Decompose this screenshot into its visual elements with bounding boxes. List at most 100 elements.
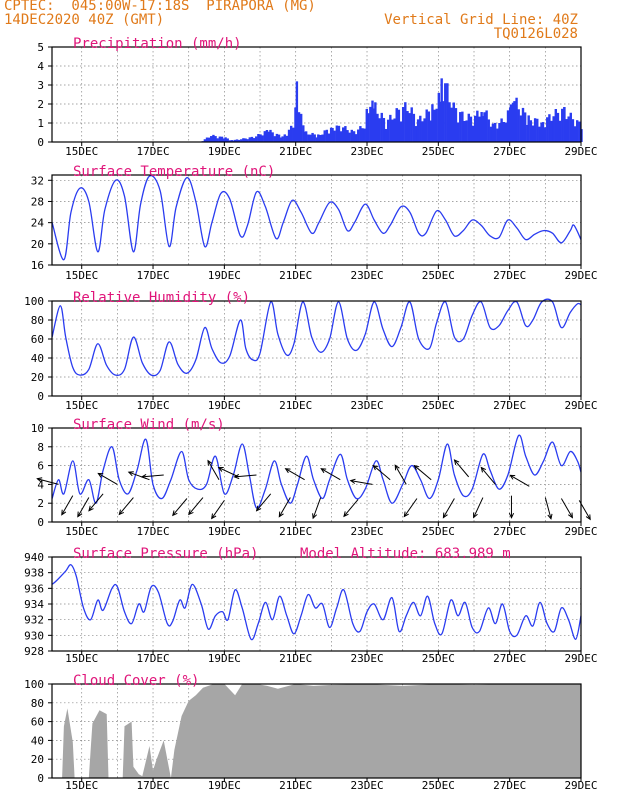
precip-bar	[527, 115, 530, 142]
precip-bar	[533, 118, 537, 142]
precip-bar	[218, 136, 222, 142]
x-tick-label: 29DEC	[564, 269, 597, 282]
wind-vector-head	[480, 466, 487, 473]
precip-bar	[421, 121, 424, 142]
precip-bar	[346, 130, 349, 142]
precip-bar	[567, 116, 570, 142]
precip-bar	[561, 108, 564, 142]
precip-bar	[325, 129, 329, 142]
y-tick-label: 5	[37, 41, 44, 54]
precip-bar	[350, 129, 354, 142]
series-line	[51, 174, 582, 261]
wind-vector	[37, 478, 59, 485]
wind-vector	[343, 499, 359, 517]
precip-bar	[297, 112, 301, 142]
precip-bar	[435, 108, 438, 142]
wind-vector	[172, 498, 188, 516]
precip-bar	[255, 136, 258, 142]
precip-bar	[506, 110, 510, 142]
x-tick-label: 27DEC	[493, 269, 526, 282]
precip-bar	[412, 113, 416, 142]
precip-bar	[382, 117, 386, 142]
precip-bar	[224, 137, 227, 142]
wind-vector	[61, 495, 74, 515]
precip-bar	[244, 138, 247, 142]
precip-bar	[210, 136, 213, 142]
wind-vector-head	[127, 471, 134, 477]
x-tick-label: 19DEC	[208, 399, 241, 412]
panel-4: 0 2 4 6 8 10 15DEC 17DEC 19DEC 21DEC 23DEC 25DEC 27D…	[31, 417, 598, 538]
precip-bar	[571, 119, 575, 142]
precip-bar	[378, 118, 381, 142]
run-datetime: 14DEC2020 40Z (GMT)	[4, 12, 165, 28]
wind-vector	[350, 480, 373, 485]
precip-bar	[509, 104, 513, 142]
precip-bar	[408, 113, 411, 142]
precip-bar	[556, 112, 560, 142]
wind-vector-head	[36, 477, 43, 483]
series-line	[51, 564, 582, 641]
wind-vector	[218, 467, 239, 478]
panel-frame	[51, 683, 582, 779]
wind-vector	[454, 459, 470, 478]
x-tick-label: 15DEC	[65, 145, 98, 158]
x-tick-label: 15DEC	[65, 779, 98, 792]
wind-vector	[188, 497, 204, 515]
x-tick-label: 17DEC	[136, 269, 169, 282]
x-tick-label: 23DEC	[350, 652, 383, 665]
x-tick-label: 19DEC	[208, 525, 241, 538]
wind-vector	[544, 497, 552, 519]
wind-vector	[234, 474, 257, 478]
precip-bar	[331, 127, 334, 142]
precip-bar	[273, 136, 276, 142]
y-tick-label: 0	[37, 390, 44, 403]
precip-bar	[511, 102, 515, 142]
wind-vector	[285, 468, 305, 481]
y-tick-label: 932	[24, 614, 44, 627]
wind-vector	[509, 474, 530, 487]
precip-bar	[337, 125, 341, 142]
model-altitude: Model Altitude: 683.989 m	[300, 546, 511, 562]
precip-bar	[357, 129, 360, 142]
y-tick-label: 16	[31, 259, 44, 272]
wind-vector-head	[473, 512, 478, 519]
precip-bar	[233, 139, 237, 142]
wind-vector-head	[284, 468, 291, 474]
wind-vector	[403, 498, 418, 517]
precip-bar	[287, 129, 291, 142]
wind-vector	[77, 497, 90, 517]
precip-bar	[563, 107, 566, 142]
precip-bar	[452, 102, 456, 142]
y-tick-label: 4	[37, 478, 44, 491]
wind-vector-head	[118, 509, 125, 516]
precip-bar	[342, 127, 345, 142]
x-tick-label: 27DEC	[493, 145, 526, 158]
precip-bar	[216, 138, 219, 142]
precip-bar	[414, 126, 418, 142]
x-tick-label: 19DEC	[208, 269, 241, 282]
y-tick-label: 934	[24, 598, 44, 611]
precip-bar	[450, 107, 453, 142]
y-tick-label: 10	[31, 422, 44, 435]
x-tick-label: 27DEC	[493, 779, 526, 792]
y-tick-label: 936	[24, 582, 44, 595]
y-tick-label: 60	[31, 333, 44, 346]
wind-vector	[256, 493, 272, 511]
precip-bar	[363, 128, 366, 142]
precip-bar	[333, 130, 336, 142]
y-tick-label: 4	[37, 60, 44, 73]
precip-bar	[578, 121, 581, 142]
precip-bar	[476, 110, 479, 142]
precip-bar	[543, 127, 547, 142]
x-tick-label: 27DEC	[493, 652, 526, 665]
precip-bar	[240, 139, 243, 142]
precip-bar	[292, 127, 295, 142]
x-tick-label: 23DEC	[350, 525, 383, 538]
panel-title: Cloud Cover (%)	[73, 673, 199, 689]
precip-bar	[265, 130, 269, 142]
precip-bar	[517, 109, 520, 142]
wind-vector-head	[188, 509, 194, 516]
precip-bar	[521, 107, 525, 142]
x-tick-label: 21DEC	[279, 145, 312, 158]
precip-bar	[259, 134, 262, 142]
